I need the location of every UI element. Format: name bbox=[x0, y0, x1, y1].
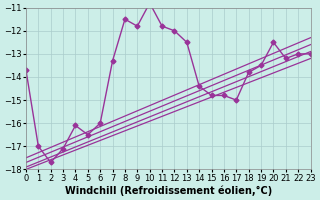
X-axis label: Windchill (Refroidissement éolien,°C): Windchill (Refroidissement éolien,°C) bbox=[65, 185, 272, 196]
